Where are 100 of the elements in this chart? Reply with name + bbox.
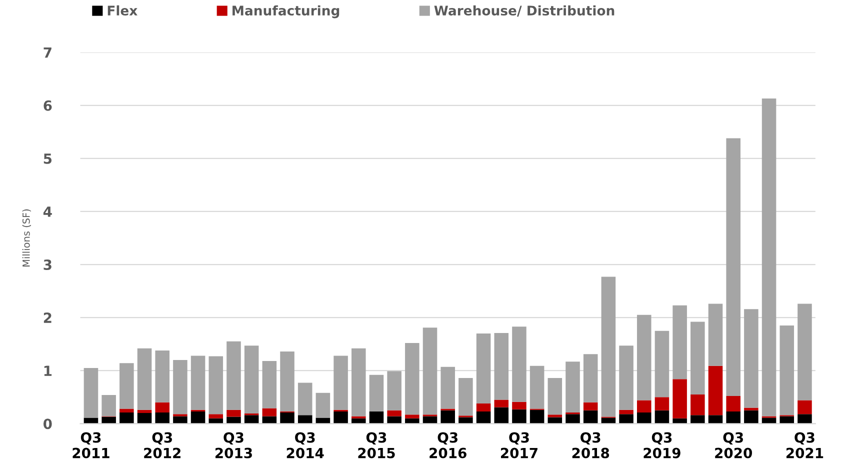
- y-tick-label: 7: [44, 48, 52, 58]
- bar: [422, 328, 438, 415]
- bar: [762, 98, 776, 416]
- bar: [583, 410, 598, 424]
- y-tick-label: 5: [44, 154, 52, 164]
- y-axis-title: Millions (SF): [22, 209, 31, 266]
- bar: [636, 314, 652, 400]
- bar: [494, 332, 509, 400]
- bar: [744, 309, 758, 408]
- legend-label: Manufacturing: [232, 5, 340, 18]
- bar: [137, 410, 152, 414]
- legend-label: Warehouse/ Distribution: [434, 5, 614, 17]
- bar: [654, 330, 670, 398]
- x-tick-label: Q3 2015: [358, 432, 395, 458]
- bar: [120, 408, 134, 412]
- bar: [798, 414, 812, 424]
- bar: [566, 414, 580, 424]
- bar: [744, 410, 758, 424]
- bar: [798, 304, 812, 400]
- y-tick-label: 2: [44, 312, 52, 323]
- bar: [494, 400, 509, 408]
- bar: [619, 346, 634, 410]
- bar: [744, 408, 758, 410]
- bar: [280, 412, 294, 424]
- bar: [226, 416, 241, 424]
- bar: [351, 348, 366, 416]
- bar: [190, 411, 206, 424]
- bar: [583, 402, 598, 410]
- x-tick-label: Q3 2011: [72, 432, 110, 458]
- bar: [262, 416, 277, 424]
- x-tick-label: Q3 2017: [500, 432, 538, 458]
- bar: [619, 414, 634, 424]
- bar: [155, 350, 170, 402]
- y-tick-label: 0: [44, 418, 52, 430]
- x-tick-label: Q3 2012: [144, 432, 180, 458]
- bar: [708, 366, 723, 416]
- bar: [137, 413, 152, 424]
- bar: [548, 414, 562, 418]
- bar: [262, 408, 277, 416]
- y-tick-label: 3: [44, 259, 52, 270]
- bar: [780, 326, 794, 416]
- bar: [566, 362, 580, 412]
- bar: [298, 415, 312, 424]
- bar: [298, 382, 312, 416]
- bar: [726, 411, 740, 424]
- bar: [173, 416, 188, 424]
- bar: [548, 378, 562, 415]
- bar: [369, 411, 384, 424]
- x-tick-label: Q3 2014: [286, 432, 324, 458]
- bar: [422, 416, 438, 424]
- bar: [512, 409, 526, 424]
- y-tick-label: 6: [44, 100, 52, 111]
- bar: [726, 138, 740, 396]
- bar: [619, 410, 634, 414]
- bar: [440, 366, 455, 409]
- bar: [155, 402, 170, 412]
- bar: [654, 410, 670, 424]
- bar: [405, 343, 420, 415]
- x-tick-label: Q3 2019: [644, 432, 680, 458]
- bar: [280, 352, 294, 412]
- bar: [440, 410, 455, 424]
- bar: [636, 412, 652, 424]
- bar: [102, 395, 116, 416]
- bar: [155, 412, 170, 424]
- bar: [120, 412, 134, 424]
- bar: [654, 397, 670, 410]
- bar: [690, 322, 705, 394]
- bar: [530, 366, 544, 409]
- x-tick-label: Q3 2016: [430, 432, 466, 458]
- bar: [530, 410, 544, 424]
- bar: [672, 379, 687, 418]
- bar: [208, 356, 224, 414]
- bar: [708, 304, 723, 366]
- bar: [708, 415, 723, 424]
- bar: [387, 410, 402, 416]
- bar: [102, 416, 116, 424]
- bar: [244, 415, 259, 424]
- bar: [512, 402, 526, 410]
- x-tick-label: Q3 2013: [216, 432, 252, 458]
- bar: [476, 333, 491, 404]
- bar: [173, 360, 188, 414]
- bar: [780, 416, 794, 424]
- bar: [494, 407, 509, 424]
- x-tick-label: Q3 2020: [715, 432, 752, 458]
- bar: [226, 410, 241, 417]
- bar: [137, 348, 152, 410]
- bar: [120, 363, 134, 409]
- y-tick-label: 1: [44, 366, 52, 376]
- bar: [316, 392, 330, 418]
- bar: [84, 368, 98, 418]
- bar: [387, 416, 402, 424]
- bar: [583, 354, 598, 402]
- bar: [601, 276, 616, 417]
- bar: [636, 400, 652, 412]
- bar: [208, 414, 224, 418]
- bar: [226, 341, 241, 410]
- bar: [405, 414, 420, 418]
- bar: [190, 356, 206, 410]
- legend-label: Flex: [108, 5, 138, 16]
- bar: [726, 396, 740, 412]
